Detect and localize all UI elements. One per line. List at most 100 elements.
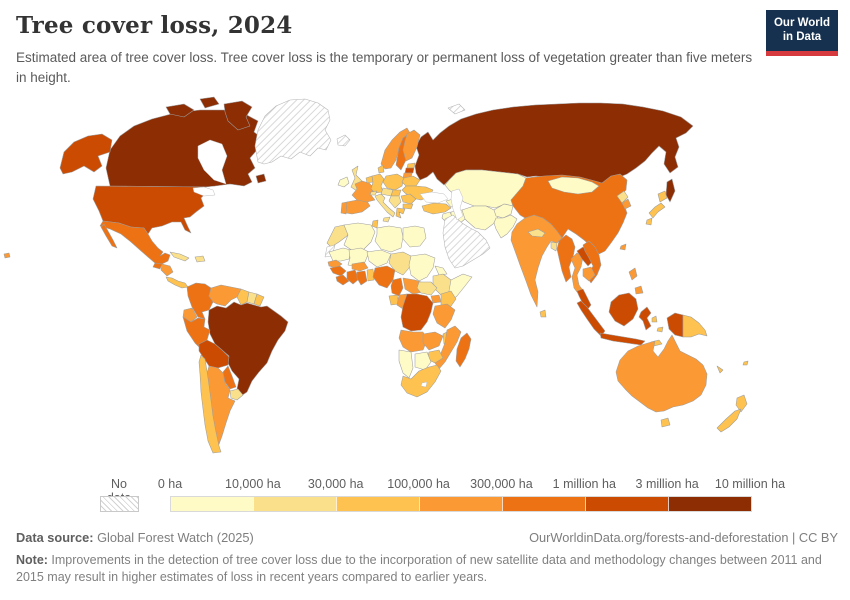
country-finland[interactable] (402, 129, 421, 162)
country-italy[interactable] (374, 193, 396, 218)
country-mexico[interactable] (99, 220, 171, 265)
country-costa-rica-panama[interactable] (165, 276, 189, 289)
legend-bin[interactable] (668, 497, 751, 511)
country-ecuador[interactable] (182, 307, 198, 323)
country-bangladesh[interactable] (550, 241, 558, 252)
country-bulgaria[interactable] (402, 203, 414, 210)
owid-link[interactable]: OurWorldinData.org/forests-and-deforesta… (529, 530, 789, 545)
country-south-korea[interactable] (621, 198, 632, 210)
country-sudan[interactable] (408, 253, 436, 282)
country-indonesia-papua[interactable] (666, 312, 684, 338)
legend-no-data-swatch[interactable] (100, 496, 139, 512)
country-moluccas-2[interactable] (656, 326, 664, 333)
country-switzerland[interactable] (369, 190, 378, 196)
country-papua-new-guinea[interactable] (682, 314, 708, 338)
country-greenland[interactable] (254, 98, 332, 165)
country-alaska[interactable] (59, 133, 113, 175)
country-japan-kyushu[interactable] (645, 217, 653, 226)
country-algeria[interactable] (343, 222, 376, 252)
country-madagascar[interactable] (455, 332, 472, 368)
country-japan-honshu[interactable] (648, 202, 666, 219)
country-svalbard[interactable] (447, 103, 466, 115)
country-hispaniola[interactable] (194, 255, 206, 263)
country-new-zealand-north[interactable] (735, 394, 748, 413)
legend-bin[interactable] (419, 497, 502, 511)
country-niger[interactable] (366, 249, 392, 268)
country-russia-sakhalin[interactable] (665, 178, 676, 203)
country-zambia[interactable] (422, 331, 444, 351)
country-ivory-coast[interactable] (346, 269, 360, 285)
country-fiji[interactable] (742, 360, 749, 366)
legend-bin[interactable] (336, 497, 419, 511)
country-malaysia[interactable] (576, 288, 592, 311)
country-uganda[interactable] (430, 294, 442, 304)
country-chad[interactable] (388, 251, 412, 276)
country-uruguay[interactable] (229, 388, 244, 401)
country-north-korea[interactable] (616, 190, 629, 204)
legend-bin[interactable] (171, 497, 253, 511)
country-tanzania[interactable] (432, 303, 456, 329)
country-poland[interactable] (382, 173, 405, 191)
country-new-caledonia[interactable] (716, 365, 724, 374)
country-iceland[interactable] (336, 134, 351, 147)
country-indonesia-sulawesi[interactable] (638, 306, 652, 331)
country-south-sudan[interactable] (416, 281, 438, 296)
country-chile[interactable] (198, 354, 222, 454)
country-portugal[interactable] (340, 201, 348, 215)
country-borneo[interactable] (608, 292, 639, 327)
country-tunisia[interactable] (371, 219, 379, 229)
country-south-africa[interactable] (400, 364, 442, 398)
country-canada-victoria-island[interactable] (165, 103, 195, 118)
country-indonesia-java[interactable] (599, 332, 646, 346)
country-india[interactable] (510, 214, 563, 308)
country-china[interactable] (510, 173, 628, 255)
country-mongolia[interactable] (547, 176, 600, 195)
country-drc[interactable] (400, 293, 434, 332)
country-french-guiana[interactable] (253, 293, 265, 307)
country-iran[interactable] (461, 205, 499, 231)
country-mexico-baja[interactable] (100, 223, 118, 249)
country-hungary-slovakia[interactable] (390, 189, 402, 197)
country-sri-lanka[interactable] (539, 309, 547, 318)
country-pakistan[interactable] (493, 214, 518, 239)
country-canada-arctic-island[interactable] (199, 96, 220, 109)
country-brazil[interactable] (207, 301, 289, 397)
country-bolivia[interactable] (198, 339, 230, 369)
country-tasmania[interactable] (660, 417, 671, 428)
country-ghana[interactable] (356, 270, 368, 286)
country-canada-newfoundland[interactable] (255, 173, 267, 184)
country-guinea[interactable] (329, 265, 347, 277)
country-france[interactable] (351, 180, 376, 203)
country-moluccas[interactable] (651, 315, 658, 323)
country-myanmar[interactable] (556, 234, 576, 283)
country-burkina-faso[interactable] (351, 261, 369, 272)
country-romania[interactable] (400, 193, 417, 205)
legend-bin[interactable] (253, 497, 336, 511)
country-nigeria[interactable] (372, 265, 396, 289)
country-estonia[interactable] (406, 162, 416, 169)
country-indonesia-sumatra[interactable] (576, 300, 606, 337)
country-canada-baffin-island[interactable] (223, 100, 253, 131)
country-venezuela[interactable] (208, 284, 242, 307)
country-guyana[interactable] (236, 288, 250, 306)
country-sierra-leone-liberia[interactable] (335, 274, 350, 286)
country-australia[interactable] (615, 334, 708, 413)
country-japan-hokkaido[interactable] (657, 190, 668, 203)
country-libya[interactable] (374, 225, 404, 253)
country-cambodia[interactable] (582, 266, 596, 282)
country-philippines-mindanao[interactable] (634, 285, 644, 295)
country-turkey[interactable] (421, 202, 452, 215)
country-cameroon[interactable] (390, 277, 404, 297)
country-cuba[interactable] (169, 251, 190, 262)
country-egypt[interactable] (402, 225, 427, 248)
country-hawaii[interactable] (3, 252, 11, 259)
country-vietnam[interactable] (582, 240, 602, 284)
country-taiwan[interactable] (619, 243, 627, 251)
country-ireland[interactable] (337, 176, 350, 188)
country-arabian-peninsula[interactable] (442, 214, 491, 269)
owid-logo[interactable]: Our World in Data (766, 10, 838, 56)
legend-bin[interactable] (585, 497, 668, 511)
country-sicily[interactable] (382, 216, 391, 223)
country-namibia[interactable] (398, 349, 414, 379)
country-balkans[interactable] (388, 195, 402, 209)
